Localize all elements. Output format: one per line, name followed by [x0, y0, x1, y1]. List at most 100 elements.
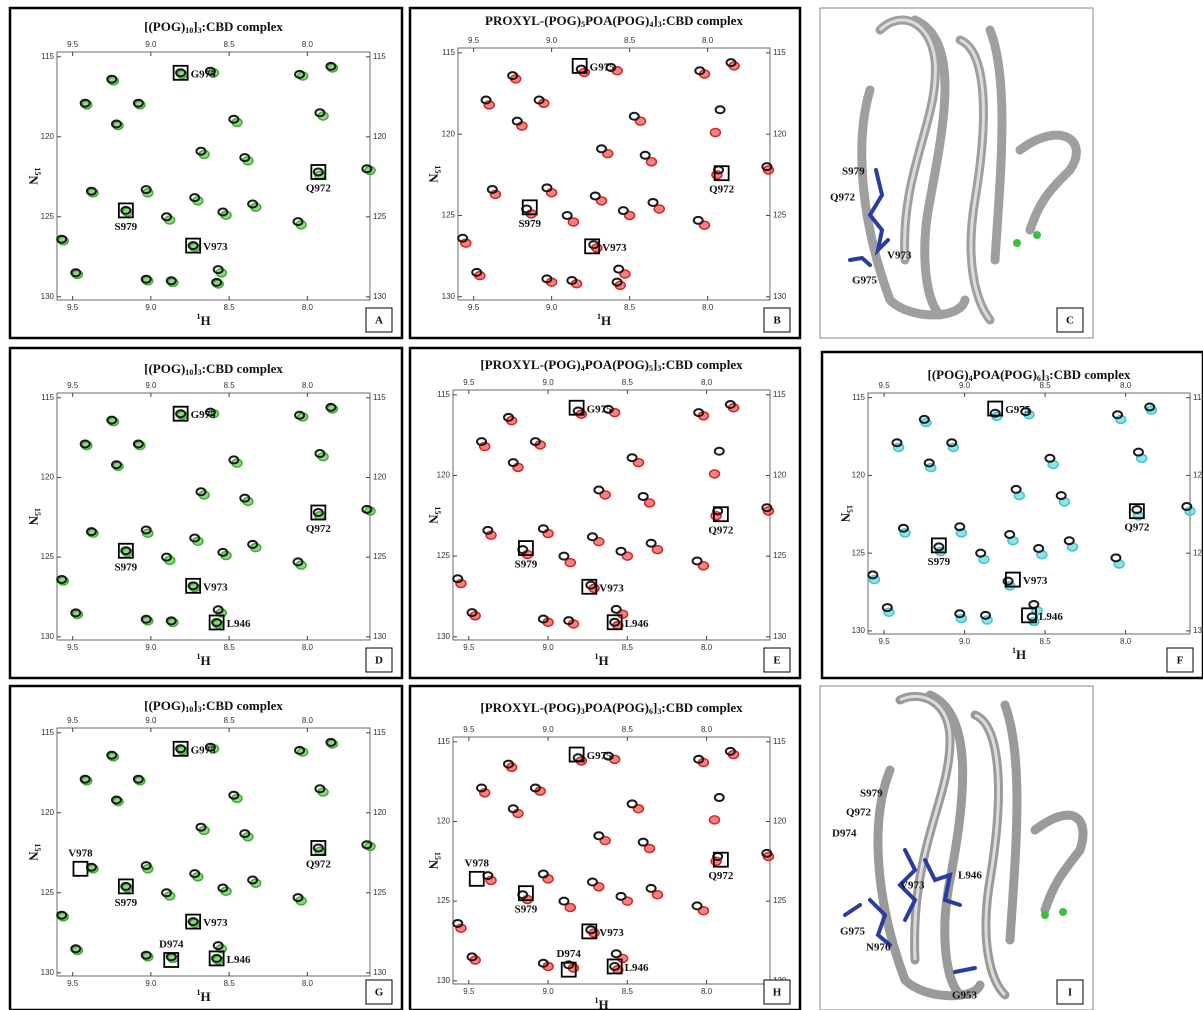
- y-tick-label: 130: [41, 632, 55, 641]
- x-tick-label: 9.0: [145, 40, 157, 49]
- y-tick-label: 120: [773, 471, 787, 480]
- peak: [591, 192, 600, 199]
- x-tick-label: 9.5: [468, 303, 480, 312]
- panel-title: [(POG)4POA(POG)6]3:CBD complex: [927, 367, 1131, 383]
- x-tick-label: 8.5: [1040, 637, 1052, 646]
- y-tick-label: 120: [41, 808, 55, 817]
- x-tick-label: 8.0: [302, 716, 314, 725]
- x-tick-label: 8.5: [622, 987, 634, 996]
- annotation-label: S979: [115, 897, 138, 909]
- annotation-label: Q972: [708, 525, 734, 537]
- text-part: POA(POG): [585, 13, 649, 28]
- x-tick-label: 9.5: [67, 716, 79, 725]
- x-tick-label: 9.0: [145, 716, 157, 725]
- annotation-label: G975: [1005, 404, 1031, 416]
- x-tick-label: 8.5: [622, 725, 634, 734]
- annotation-label: Q972: [306, 859, 332, 871]
- x-tick-label: 9.0: [959, 637, 971, 646]
- peak: [926, 464, 936, 472]
- x-tick-label: 8.0: [302, 40, 314, 49]
- structure-c: S979 Q972 V973 G975: [820, 8, 1093, 338]
- annotation-label: V973: [203, 581, 228, 593]
- x-axis-label: 1H: [196, 312, 210, 328]
- residue-label: L946: [958, 870, 982, 882]
- text-part: H: [200, 989, 210, 1004]
- annotation-box: [73, 862, 87, 876]
- annotation-label: G975: [191, 68, 217, 80]
- y-tick-label: 125: [1193, 548, 1203, 557]
- y-tick-label: 130: [1193, 626, 1203, 635]
- peak: [956, 614, 966, 622]
- annotation-label: G975: [587, 750, 613, 762]
- y-tick-label: 130: [773, 292, 787, 301]
- peak: [711, 857, 721, 865]
- x-tick-label: 8.0: [1120, 637, 1132, 646]
- panel-frame: [410, 686, 800, 1010]
- panel-frame: [410, 8, 800, 338]
- panel-letter: G: [375, 987, 384, 999]
- annotation-label: V978: [465, 857, 490, 869]
- annotation-label: G975: [191, 744, 217, 756]
- peak: [715, 448, 724, 455]
- peak: [715, 794, 724, 801]
- panel-letter: D: [375, 655, 383, 667]
- y-tick-label: 130: [373, 292, 387, 301]
- x-tick-label: 9.5: [67, 643, 79, 652]
- text-part: :CBD complex: [202, 698, 284, 713]
- peak: [948, 443, 958, 451]
- y-tick-label: 130: [41, 292, 55, 301]
- y-tick-label: 115: [852, 393, 865, 402]
- x-tick-label: 9.5: [67, 303, 79, 312]
- y-axis-label: 15N: [426, 506, 442, 524]
- peak: [716, 106, 725, 113]
- panel-letter: A: [375, 315, 383, 327]
- panel-frame: [822, 352, 1203, 678]
- y-tick-label: 125: [41, 552, 55, 561]
- y-tick-label: 125: [41, 888, 55, 897]
- y-tick-label: 115: [437, 390, 450, 399]
- peak: [710, 816, 720, 824]
- y-tick-label: 120: [373, 808, 387, 817]
- annotation-label: L946: [625, 618, 649, 630]
- text-part: :CBD complex: [1049, 367, 1131, 382]
- x-tick-label: 9.5: [463, 643, 475, 652]
- peak: [884, 608, 894, 616]
- supscript: 15: [33, 167, 42, 175]
- peak: [693, 557, 702, 564]
- y-tick-label: 120: [852, 471, 866, 480]
- annotation-label: V973: [599, 582, 624, 594]
- panel-letter: I: [1068, 987, 1072, 999]
- supscript: 15: [433, 506, 442, 514]
- x-tick-label: 8.0: [702, 303, 714, 312]
- annotation-label: S979: [928, 556, 951, 568]
- residue-label: G953: [952, 990, 978, 1002]
- peak: [693, 902, 702, 909]
- annotation-label: V973: [1023, 575, 1048, 587]
- subscript: 10: [185, 26, 193, 35]
- peak: [647, 885, 656, 892]
- annotation-label: V973: [203, 241, 228, 253]
- x-axis-label: 1H: [597, 312, 611, 328]
- x-tick-label: 9.0: [145, 643, 157, 652]
- panel: [(POG)4POA(POG)6]3:CBD complex9.59.59.09…: [822, 352, 1203, 678]
- y-axis-label: 15N: [26, 843, 42, 861]
- y-axis-label: 15N: [26, 508, 42, 526]
- x-axis-label: 1H: [594, 652, 608, 668]
- x-tick-label: 8.5: [1040, 381, 1052, 390]
- peak: [639, 493, 648, 500]
- peak: [869, 576, 879, 584]
- annotation-label: S979: [115, 561, 138, 573]
- y-tick-label: 130: [41, 968, 55, 977]
- x-tick-label: 8.0: [1120, 381, 1132, 390]
- x-axis-label: 1H: [196, 652, 210, 668]
- y-tick-label: 125: [442, 211, 456, 220]
- peak: [628, 800, 637, 807]
- y-tick-label: 125: [41, 212, 55, 221]
- annotation-label: D974: [556, 948, 581, 960]
- peak: [647, 540, 656, 547]
- annotation-label: G975: [587, 403, 613, 415]
- panel-title: [PROXYL-(POG)3POA(POG)6]3:CBD complex: [480, 700, 743, 716]
- text-part: N: [26, 851, 41, 861]
- residue-label: V973: [887, 250, 912, 262]
- text-part: H: [200, 313, 210, 328]
